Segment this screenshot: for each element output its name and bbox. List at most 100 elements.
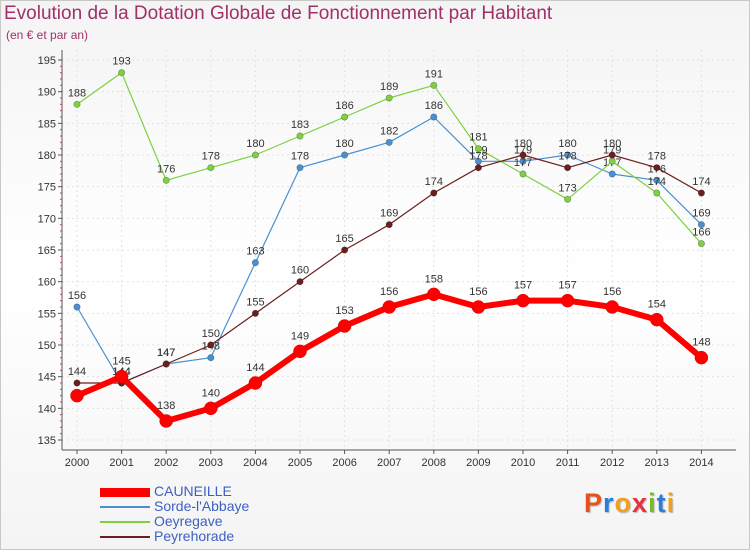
data-point	[564, 151, 572, 159]
data-point	[73, 100, 81, 108]
legend-label: Sorde-l'Abbaye	[154, 498, 250, 514]
data-point	[159, 414, 173, 428]
data-label: 147	[157, 347, 175, 359]
data-point	[296, 164, 304, 172]
data-point	[293, 344, 307, 359]
data-point	[653, 164, 661, 172]
data-point	[650, 312, 664, 327]
data-point	[248, 376, 263, 390]
y-tick-label: 155	[38, 308, 56, 320]
data-point	[162, 360, 170, 368]
logo-letter: r	[603, 488, 615, 518]
data-label: 193	[112, 56, 130, 68]
legend-label: CAUNEILLE	[154, 483, 232, 499]
data-point	[341, 246, 349, 254]
data-label: 174	[648, 176, 666, 188]
legend-swatch-oeyregave	[100, 520, 150, 523]
series-oeyregave: 1881931761781801831861891911811771731791…	[68, 56, 711, 248]
data-label: 155	[246, 296, 264, 308]
data-point	[385, 94, 393, 102]
x-tick-label: 2012	[600, 457, 624, 469]
data-label: 178	[648, 151, 666, 163]
data-label: 156	[380, 286, 398, 298]
data-point	[697, 240, 705, 248]
data-point	[70, 388, 84, 403]
data-point	[474, 164, 482, 172]
data-point	[564, 164, 572, 172]
chart-subtitle: (en € et par an)	[6, 28, 89, 42]
legend-label: Oeyregave	[154, 513, 223, 529]
y-tick-label: 195	[38, 55, 56, 67]
data-point	[694, 350, 709, 365]
data-label: 163	[246, 246, 264, 258]
data-label: 173	[558, 182, 576, 194]
y-tick-label: 170	[38, 213, 56, 225]
x-tick-label: 2013	[645, 457, 669, 469]
data-label: 186	[425, 100, 443, 112]
data-label: 188	[68, 87, 86, 99]
data-point	[341, 113, 349, 121]
data-point	[296, 278, 304, 286]
data-label: 140	[202, 387, 220, 399]
data-point	[697, 189, 705, 197]
data-label: 157	[558, 280, 576, 292]
data-label: 156	[68, 290, 86, 302]
x-tick-label: 2001	[109, 457, 133, 469]
y-tick-label: 185	[38, 118, 56, 130]
data-label: 189	[380, 81, 398, 93]
y-tick-label: 135	[38, 435, 56, 447]
y-tick-label: 150	[38, 340, 56, 352]
x-tick-label: 2005	[288, 457, 312, 469]
data-label: 148	[692, 337, 710, 349]
data-point	[251, 259, 259, 267]
data-point	[516, 293, 530, 308]
x-tick-label: 2011	[556, 457, 580, 469]
data-point	[162, 176, 170, 184]
data-label: 158	[425, 273, 443, 285]
data-label: 169	[692, 208, 710, 220]
x-tick-label: 2014	[689, 457, 713, 469]
data-point	[251, 151, 259, 159]
data-label: 154	[648, 299, 666, 311]
data-point	[471, 300, 486, 314]
x-tick-label: 2006	[332, 457, 356, 469]
logo-letter: o	[614, 488, 633, 518]
data-point	[385, 221, 393, 229]
data-point	[251, 309, 259, 317]
proxiti-logo: Proxiti	[584, 488, 675, 519]
data-point	[519, 170, 527, 178]
data-label: 165	[335, 233, 353, 245]
data-label: 166	[692, 227, 710, 239]
data-point	[430, 81, 438, 89]
data-label: 191	[425, 68, 443, 80]
logo-letter: i	[648, 488, 657, 518]
data-label: 178	[291, 151, 309, 163]
data-label: 177	[514, 157, 532, 169]
data-point	[427, 287, 441, 302]
data-label: 178	[469, 151, 487, 163]
data-point	[697, 221, 705, 229]
data-label: 180	[514, 138, 532, 150]
data-point	[337, 319, 352, 333]
data-label: 147	[157, 347, 175, 359]
data-point	[296, 132, 304, 140]
data-label: 176	[157, 163, 175, 175]
data-label: 156	[469, 286, 487, 298]
data-label: 169	[380, 208, 398, 220]
data-point	[608, 157, 616, 165]
data-label: 144	[68, 366, 86, 378]
data-label: 174	[425, 176, 443, 188]
data-label: 179	[514, 144, 532, 156]
data-point	[564, 195, 572, 203]
data-label: 180	[603, 138, 621, 150]
data-label: 145	[112, 356, 130, 368]
legend-label: Peyrehorade	[154, 528, 235, 544]
data-label: 174	[692, 176, 710, 188]
data-point	[474, 145, 482, 153]
data-point	[73, 379, 81, 387]
data-label: 149	[291, 330, 309, 342]
series-sorde-l-abbaye: 1561441471481631781801821861791791801771…	[68, 100, 711, 387]
data-point	[653, 176, 661, 184]
